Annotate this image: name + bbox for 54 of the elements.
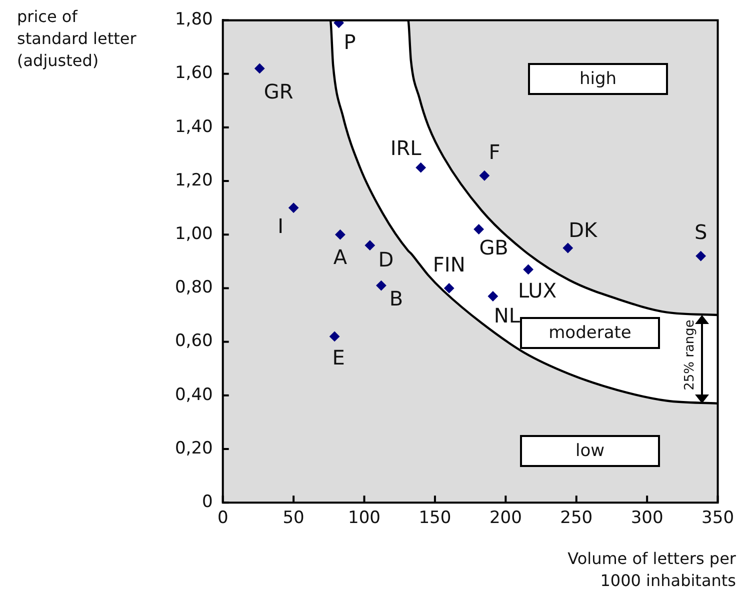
y-tick-label: 1,80 — [174, 10, 213, 30]
annotation: I — [278, 214, 284, 238]
point — [288, 202, 299, 213]
x-tick-label: 250 — [560, 508, 593, 528]
x-tick-label: 350 — [702, 508, 734, 528]
annotation: FIN — [432, 252, 466, 276]
point — [364, 240, 375, 250]
y-tick-label: 0,60 — [174, 331, 213, 352]
point — [479, 170, 490, 181]
point — [523, 264, 534, 274]
x-tick-label: 0 — [217, 508, 228, 528]
y-tick-label: 1,00 — [174, 224, 213, 244]
x-tick-label: 150 — [418, 508, 452, 528]
label-box: low — [520, 435, 660, 467]
y-axis-title: price of standard letter (adjusted) — [17, 6, 138, 72]
point — [330, 331, 340, 342]
annotation: F — [488, 140, 500, 164]
label-box: moderate — [520, 317, 660, 349]
point — [335, 230, 346, 240]
point — [334, 20, 344, 28]
y-tick-label: 1,20 — [174, 170, 213, 190]
annotation: 25% range — [682, 320, 698, 390]
annotation: IRL — [390, 136, 422, 160]
label-box: high — [528, 63, 668, 95]
y-tick-label: 1,60 — [174, 63, 213, 84]
y-tick-label: 0,40 — [174, 384, 213, 405]
point — [488, 291, 498, 302]
x-axis-title: Volume of letters per 1000 inhabitants — [566, 548, 736, 592]
annotation: GB — [479, 235, 508, 260]
point — [444, 283, 454, 294]
x-tick-label: 100 — [348, 508, 380, 528]
point — [696, 251, 706, 262]
y-tick-label: 0,80 — [174, 278, 213, 298]
annotation: GR — [264, 80, 294, 104]
annotation: D — [378, 248, 394, 272]
annotation: E — [332, 346, 345, 370]
point — [376, 280, 386, 291]
annotation: B — [389, 286, 404, 311]
annotation: DK — [568, 218, 598, 242]
annotation: LUX — [518, 278, 557, 303]
y-tick-label: 1,40 — [174, 116, 213, 137]
point — [474, 224, 484, 234]
point — [416, 162, 426, 173]
x-tick-label: 50 — [282, 508, 304, 528]
point — [562, 243, 573, 253]
point — [254, 63, 265, 74]
annotation: S — [694, 220, 708, 244]
annotation: NL — [494, 303, 521, 328]
x-tick-label: 300 — [630, 508, 664, 528]
y-tick-label: 0,20 — [174, 438, 213, 458]
annotation: A — [333, 244, 348, 269]
x-tick-label: 200 — [489, 508, 522, 528]
y-tick-label: 0 — [202, 492, 213, 512]
annotation: P — [344, 30, 356, 54]
